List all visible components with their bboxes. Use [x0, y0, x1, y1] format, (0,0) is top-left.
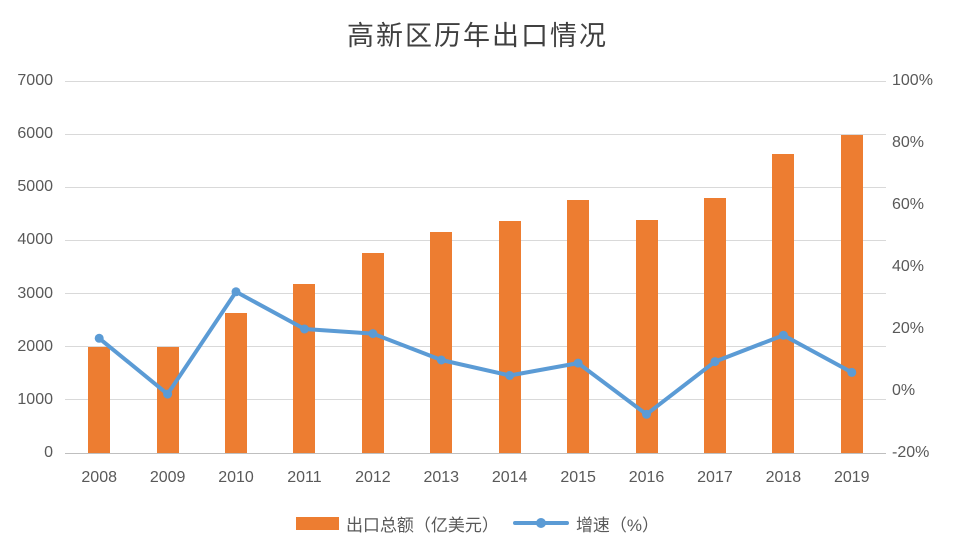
- bar-2017: [703, 198, 726, 453]
- gridline-0: [65, 452, 886, 454]
- chart-title: 高新区历年出口情况: [347, 21, 608, 51]
- gridline-7000: [65, 80, 886, 82]
- x-label-2019: 2019: [833, 469, 870, 486]
- bar-2013: [430, 232, 453, 453]
- gridline-3000: [65, 293, 886, 295]
- legend-label-growth: 增速（%）: [575, 515, 660, 535]
- right-axis-tick-0: 0%: [892, 382, 916, 399]
- line-series-swatch-icon: [512, 518, 569, 528]
- bar-2016: [635, 220, 658, 453]
- x-label-2018: 2018: [765, 469, 802, 486]
- left-axis-tick-2000: 2000: [17, 337, 53, 355]
- gridline-2000: [65, 346, 886, 348]
- left-axis-tick-5000: 5000: [17, 178, 53, 196]
- x-label-2014: 2014: [491, 469, 528, 486]
- bar-2011: [293, 284, 316, 453]
- growth-line: [97, 289, 854, 417]
- left-axis-tick-0: 0: [44, 444, 53, 461]
- left-axis-tick-3000: 3000: [17, 284, 53, 302]
- x-label-2008: 2008: [81, 469, 117, 486]
- bar-series-swatch-icon: [295, 516, 339, 530]
- legend: 出口总额（亿美元） 增速（%）: [0, 507, 955, 539]
- x-label-2017: 2017: [697, 469, 733, 486]
- bar-2015: [567, 199, 590, 453]
- gridline-1000: [65, 399, 886, 401]
- bar-2008: [88, 346, 111, 453]
- bar-2019: [840, 135, 863, 453]
- growth-marker-2010: [231, 287, 241, 297]
- gridline-6000: [65, 133, 886, 135]
- x-label-2015: 2015: [560, 469, 596, 486]
- x-label-2010: 2010: [218, 469, 254, 486]
- left-axis-tick-7000: 7000: [17, 72, 53, 89]
- bar-2014: [498, 220, 521, 453]
- left-axis-tick-1000: 1000: [17, 390, 53, 408]
- legend-item-exports: 出口总额（亿美元）: [295, 511, 499, 536]
- x-label-2013: 2013: [423, 469, 460, 486]
- x-label-2011: 2011: [287, 469, 322, 486]
- bar-2012: [361, 252, 384, 453]
- growth-marker-2008: [94, 333, 104, 343]
- bar-2010: [225, 312, 248, 453]
- legend-item-growth: 增速（%）: [512, 511, 660, 536]
- gridline-5000: [65, 186, 886, 188]
- left-axis-tick-6000: 6000: [17, 125, 53, 143]
- gridline-4000: [65, 239, 886, 241]
- right-axis-tick-80: 80%: [892, 134, 925, 151]
- legend-label-exports: 出口总额（亿美元）: [345, 515, 499, 535]
- right-axis-tick-20: 20%: [892, 320, 925, 337]
- x-label-2009: 2009: [149, 469, 186, 486]
- right-axis-tick-40: 40%: [892, 258, 925, 275]
- right-axis-tick-60: 60%: [892, 196, 925, 213]
- x-label-2016: 2016: [628, 469, 665, 486]
- right-axis-tick-100: 100%: [892, 72, 933, 89]
- right-axis-tick--20: -20%: [892, 444, 930, 461]
- bar-2009: [156, 346, 179, 453]
- x-label-2012: 2012: [355, 469, 391, 486]
- bar-2018: [772, 153, 795, 453]
- left-axis-tick-4000: 4000: [17, 231, 53, 249]
